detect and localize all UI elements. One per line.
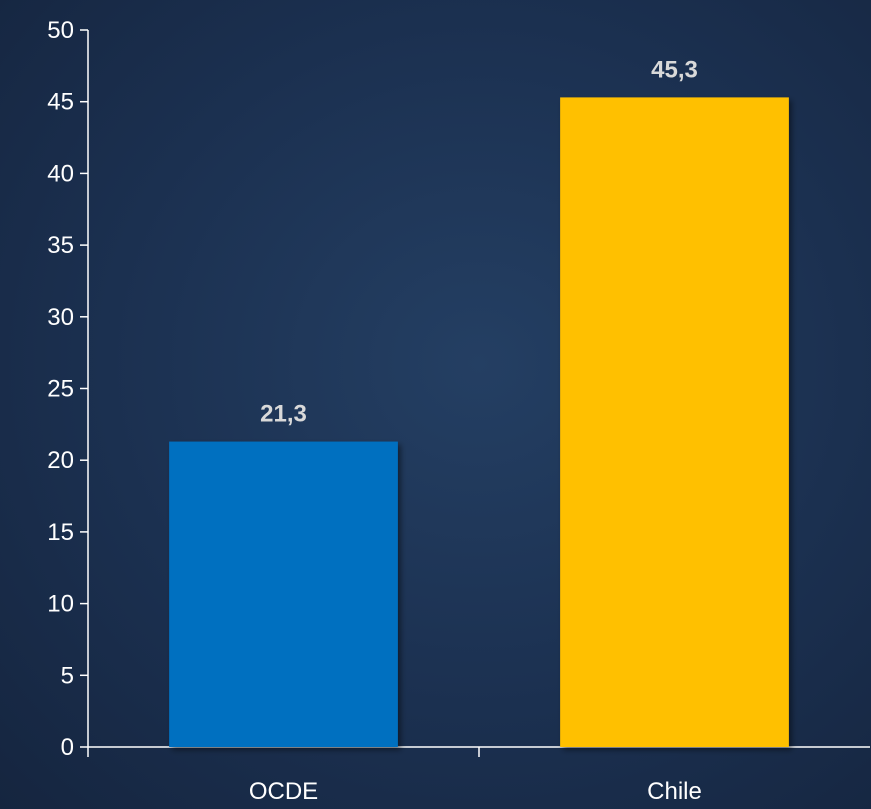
bar-ocde xyxy=(169,441,398,747)
data-labels: 21,3 45,3 xyxy=(260,56,698,427)
y-tick-label: 10 xyxy=(47,591,74,618)
y-tick-label: 45 xyxy=(47,89,74,116)
bar-chile xyxy=(560,97,789,747)
y-tick-label: 40 xyxy=(47,160,74,187)
y-tick-label: 0 xyxy=(61,734,74,761)
x-category-label: OCDE xyxy=(249,778,318,805)
y-tick-label: 35 xyxy=(47,232,74,259)
y-tick-label: 20 xyxy=(47,447,74,474)
data-label-ocde: 21,3 xyxy=(260,401,307,428)
y-tick-label: 30 xyxy=(47,304,74,331)
y-tick-label: 50 xyxy=(47,17,74,44)
x-axis: OCDE Chile xyxy=(87,746,870,805)
y-tick-label: 25 xyxy=(47,376,74,403)
x-category-label: Chile xyxy=(647,778,702,805)
y-tick-label: 15 xyxy=(47,519,74,546)
y-tick-label: 5 xyxy=(61,662,74,689)
bars xyxy=(169,97,789,747)
y-axis: 0 5 10 15 20 25 30 35 40 45 50 xyxy=(47,17,89,761)
data-label-chile: 45,3 xyxy=(651,56,698,83)
